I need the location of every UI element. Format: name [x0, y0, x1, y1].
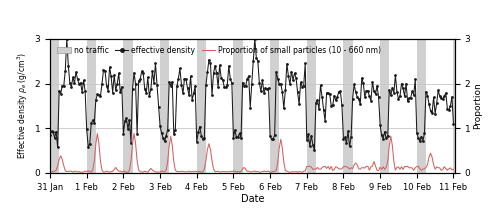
Bar [234, 39, 242, 173]
Bar [454, 39, 462, 173]
Bar [160, 39, 169, 173]
X-axis label: Date: Date [241, 194, 264, 204]
Bar [417, 39, 426, 173]
Bar [307, 39, 316, 173]
Y-axis label: Effective density $\rho_e$ (g/cm$^3$): Effective density $\rho_e$ (g/cm$^3$) [16, 52, 30, 159]
Y-axis label: Proportion: Proportion [473, 83, 482, 129]
Bar [196, 39, 206, 173]
Bar [380, 39, 390, 173]
Bar [270, 39, 279, 173]
Bar [124, 39, 132, 173]
Bar [50, 39, 59, 173]
Bar [344, 39, 352, 173]
Bar [86, 39, 96, 173]
Legend: no traffic, effective density, Proportion of small particles (10 - 660 nm): no traffic, effective density, Proportio… [54, 43, 384, 58]
